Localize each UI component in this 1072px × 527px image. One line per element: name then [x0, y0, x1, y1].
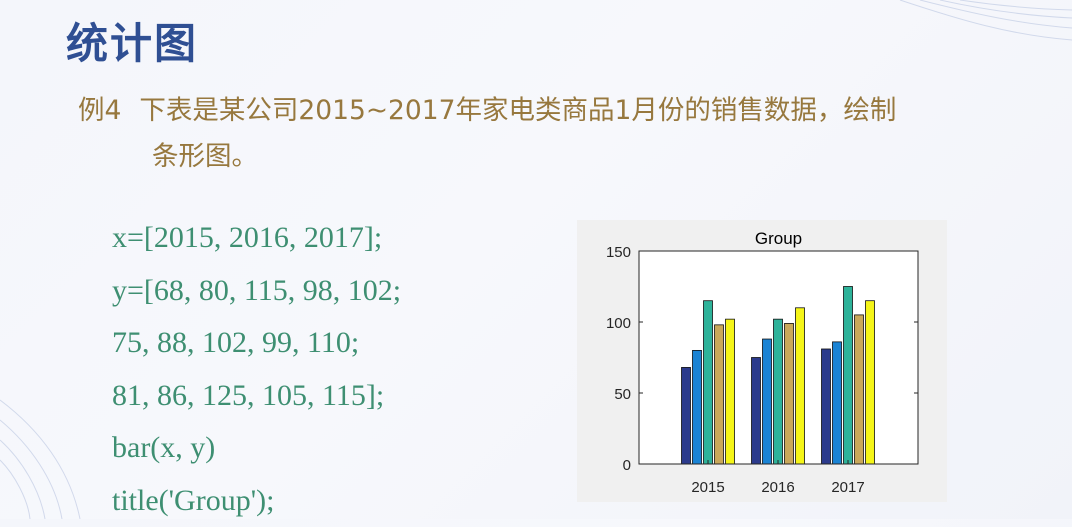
y-tick-label: 100 [606, 315, 631, 332]
example-label: 例4 [78, 95, 121, 126]
example-description: 例4 下表是某公司2015~2017年家电类商品1月份的销售数据，绘制 条形图。 [78, 88, 1063, 180]
code-line: 81, 86, 125, 105, 115]; [112, 370, 401, 423]
code-line: title('Group'); [112, 475, 401, 527]
description-line-2: 条形图。 [78, 134, 1063, 180]
bar [763, 339, 772, 464]
bar [726, 319, 735, 464]
code-line: bar(x, y) [112, 422, 401, 475]
code-line: x=[2015, 2016, 2017]; [112, 212, 401, 265]
bar [785, 323, 794, 464]
bar [752, 358, 761, 465]
chart-title: Group [755, 229, 802, 248]
slide-title: 统计图 [66, 10, 198, 71]
bar [855, 315, 864, 464]
bar-chart-figure: Group 0 50 100 150 2015 2016 2017 [577, 220, 947, 502]
description-line-1: 下表是某公司2015~2017年家电类商品1月份的销售数据，绘制 [139, 95, 896, 126]
bar [833, 342, 842, 464]
code-line: y=[68, 80, 115, 98, 102; [112, 265, 401, 318]
bar [693, 350, 702, 464]
bar [682, 367, 691, 464]
y-tick-label: 0 [623, 457, 631, 474]
x-tick-label: 2017 [831, 479, 864, 496]
bar-chart: Group 0 50 100 150 2015 2016 2017 [577, 220, 947, 502]
y-tick-label: 150 [606, 244, 631, 261]
bar [774, 319, 783, 464]
code-line: 75, 88, 102, 99, 110; [112, 317, 401, 370]
x-tick-label: 2016 [761, 479, 794, 496]
bar [796, 308, 805, 464]
bar [715, 325, 724, 464]
bar [844, 287, 853, 465]
bar [704, 301, 713, 464]
x-tick-label: 2015 [691, 479, 724, 496]
bar [866, 301, 875, 464]
bar [822, 349, 831, 464]
code-block: x=[2015, 2016, 2017]; y=[68, 80, 115, 98… [112, 212, 401, 527]
y-tick-label: 50 [614, 386, 631, 403]
